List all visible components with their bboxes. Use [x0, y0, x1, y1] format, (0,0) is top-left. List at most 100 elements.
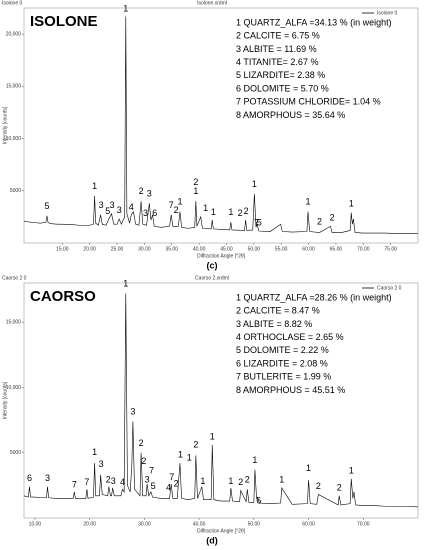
x-axis-label: Diffraction Angle [°2θ] — [197, 528, 246, 534]
peak-label: 6 — [256, 495, 261, 505]
peak-label: 1 — [92, 181, 97, 191]
x-tick-label: 40.00 — [193, 246, 206, 252]
x-tick-label: 70.00 — [357, 246, 370, 252]
peak-label: 2 — [337, 482, 342, 492]
peak-label: 1 — [210, 431, 215, 441]
x-tick-label: 30.00 — [138, 521, 151, 527]
x-tick-label: 25.00 — [111, 246, 124, 252]
peak-label: 7 — [169, 472, 174, 482]
peak-label: 6 — [152, 208, 157, 218]
y-tick-label: 15,000 — [6, 319, 22, 325]
x-tick-label: 35.00 — [165, 246, 178, 252]
y-tick-label: 15,000 — [6, 84, 22, 90]
y-tick-label: 10,000 — [6, 136, 22, 142]
peak-label: 3 — [111, 476, 116, 486]
peak-label: 2 — [244, 206, 249, 216]
plot-frame — [23, 7, 419, 244]
x-tick-label: 15.00 — [56, 246, 69, 252]
peak-label: 2 — [193, 439, 198, 449]
composition-line: 3 ALBITE = 8.82 % — [236, 319, 312, 329]
composition-line: 5 DOLOMITE = 2.22 % — [236, 345, 329, 355]
composition-line: 8 AMORPHOUS = 35.64 % — [236, 110, 345, 120]
chart-title: ISOLONE — [30, 13, 98, 30]
peak-label: 1 — [279, 475, 284, 485]
x-tick-label: 20.00 — [83, 521, 96, 527]
y-axis-label: Intensity [counts] — [2, 381, 8, 419]
peak-label: 2 — [174, 205, 179, 215]
composition-line: 6 DOLOMITE = 5.70 % — [236, 83, 329, 93]
peak-label: 7 — [72, 480, 77, 490]
y-tick-label: 5000 — [10, 188, 21, 194]
peak-label: 2 — [106, 475, 111, 485]
peak-label: 7 — [149, 465, 154, 475]
composition-line: 4 ORTHOCLASE = 2.65 % — [236, 332, 344, 342]
peak-label: 1 — [228, 207, 233, 217]
composition-line: 6 LIZARDITE = 2.08 % — [236, 358, 328, 368]
peak-label: 1 — [200, 476, 205, 486]
composition-line: 8 AMORPHOUS = 45.51 % — [236, 385, 345, 395]
legend-label: Caorso 2 0 — [377, 285, 402, 291]
peak-label: 2 — [193, 177, 198, 187]
composition-line: 2 CALCITE = 6.75 % — [236, 31, 320, 41]
peak-label: 5 — [257, 218, 262, 228]
x-tick-label: 45.00 — [220, 246, 233, 252]
file-label: Caorso 2 0 — [2, 275, 27, 281]
peak-label: 2 — [245, 475, 250, 485]
peak-label: 1 — [123, 279, 128, 289]
peak-label: 4 — [166, 482, 171, 492]
peak-label: 3 — [130, 407, 135, 417]
x-axis-label: Diffraction Angle [°2θ] — [197, 253, 246, 259]
peak-label: 1 — [228, 476, 233, 486]
y-axis-label: Intensity [counts] — [2, 106, 8, 144]
peak-label: 2 — [139, 186, 144, 196]
peak-label: 2 — [238, 477, 243, 487]
x-tick-label: 50.00 — [248, 521, 261, 527]
peak-label: 1 — [211, 207, 216, 217]
composition-line: 3 ALBITE = 11.69 % — [236, 44, 317, 54]
composition-line: 1 QUARTZ_ALFA =28.26 % (in weight) — [236, 292, 392, 302]
peak-label: 2 — [316, 481, 321, 491]
legend-label: Isolone 0 — [377, 10, 398, 16]
peak-label: 1 — [178, 450, 183, 460]
peak-label: 4 — [120, 477, 125, 487]
peak-label: 2 — [139, 438, 144, 448]
peak-label: 6 — [27, 473, 32, 483]
peak-label: 3 — [117, 205, 122, 215]
x-tick-label: 55.00 — [275, 246, 288, 252]
x-tick-label: 30.00 — [138, 246, 151, 252]
peak-label: 1 — [252, 455, 257, 465]
peak-label: 1 — [193, 186, 198, 196]
x-tick-label: 60.00 — [302, 246, 315, 252]
composition-line: 5 LIZARDITE= 2.38 % — [236, 70, 325, 80]
peak-label: 1 — [187, 452, 192, 462]
peak-label: 3 — [110, 200, 115, 210]
chart-panel: Isolone 0 Isolone.xrdml 5000 10,000 15,000 20… — [2, 0, 419, 270]
peak-label: 3 — [45, 473, 50, 483]
composition-line: 7 POTASSIUM CHLORIDE= 1.04 % — [236, 97, 381, 107]
peak-label: 3 — [99, 459, 104, 469]
peak-label: 1 — [177, 197, 182, 207]
xrd-trace — [23, 293, 419, 508]
composition-line: 2 CALCITE = 8.47 % — [236, 306, 320, 316]
file-name: Caorso 2.xrdml — [195, 275, 229, 281]
panel-label: (c) — [207, 260, 218, 270]
peak-label: 5 — [151, 481, 156, 491]
peak-label: 3 — [99, 200, 104, 210]
peak-label: 1 — [203, 203, 208, 213]
y-tick-label: 10,000 — [6, 385, 22, 391]
chart-panel: Caorso 2 0 Caorso 2.xrdml 5000 10,000 15,000… — [2, 275, 419, 545]
file-label: Isolone 0 — [2, 0, 23, 6]
x-tick-label: 70.00 — [357, 521, 370, 527]
peak-label: 3 — [147, 188, 152, 198]
peak-label: 2 — [174, 478, 179, 488]
peak-label: 1 — [349, 199, 354, 209]
peak-label: 3 — [145, 475, 150, 485]
x-tick-label: 75.00 — [384, 246, 397, 252]
y-tick-label: 20,000 — [6, 31, 22, 37]
x-tick-label: 50.00 — [248, 246, 261, 252]
peak-label: 1 — [306, 463, 311, 473]
peak-label: 2 — [317, 216, 322, 226]
panel-label: (d) — [206, 535, 218, 545]
y-tick-label: 5000 — [10, 450, 21, 456]
